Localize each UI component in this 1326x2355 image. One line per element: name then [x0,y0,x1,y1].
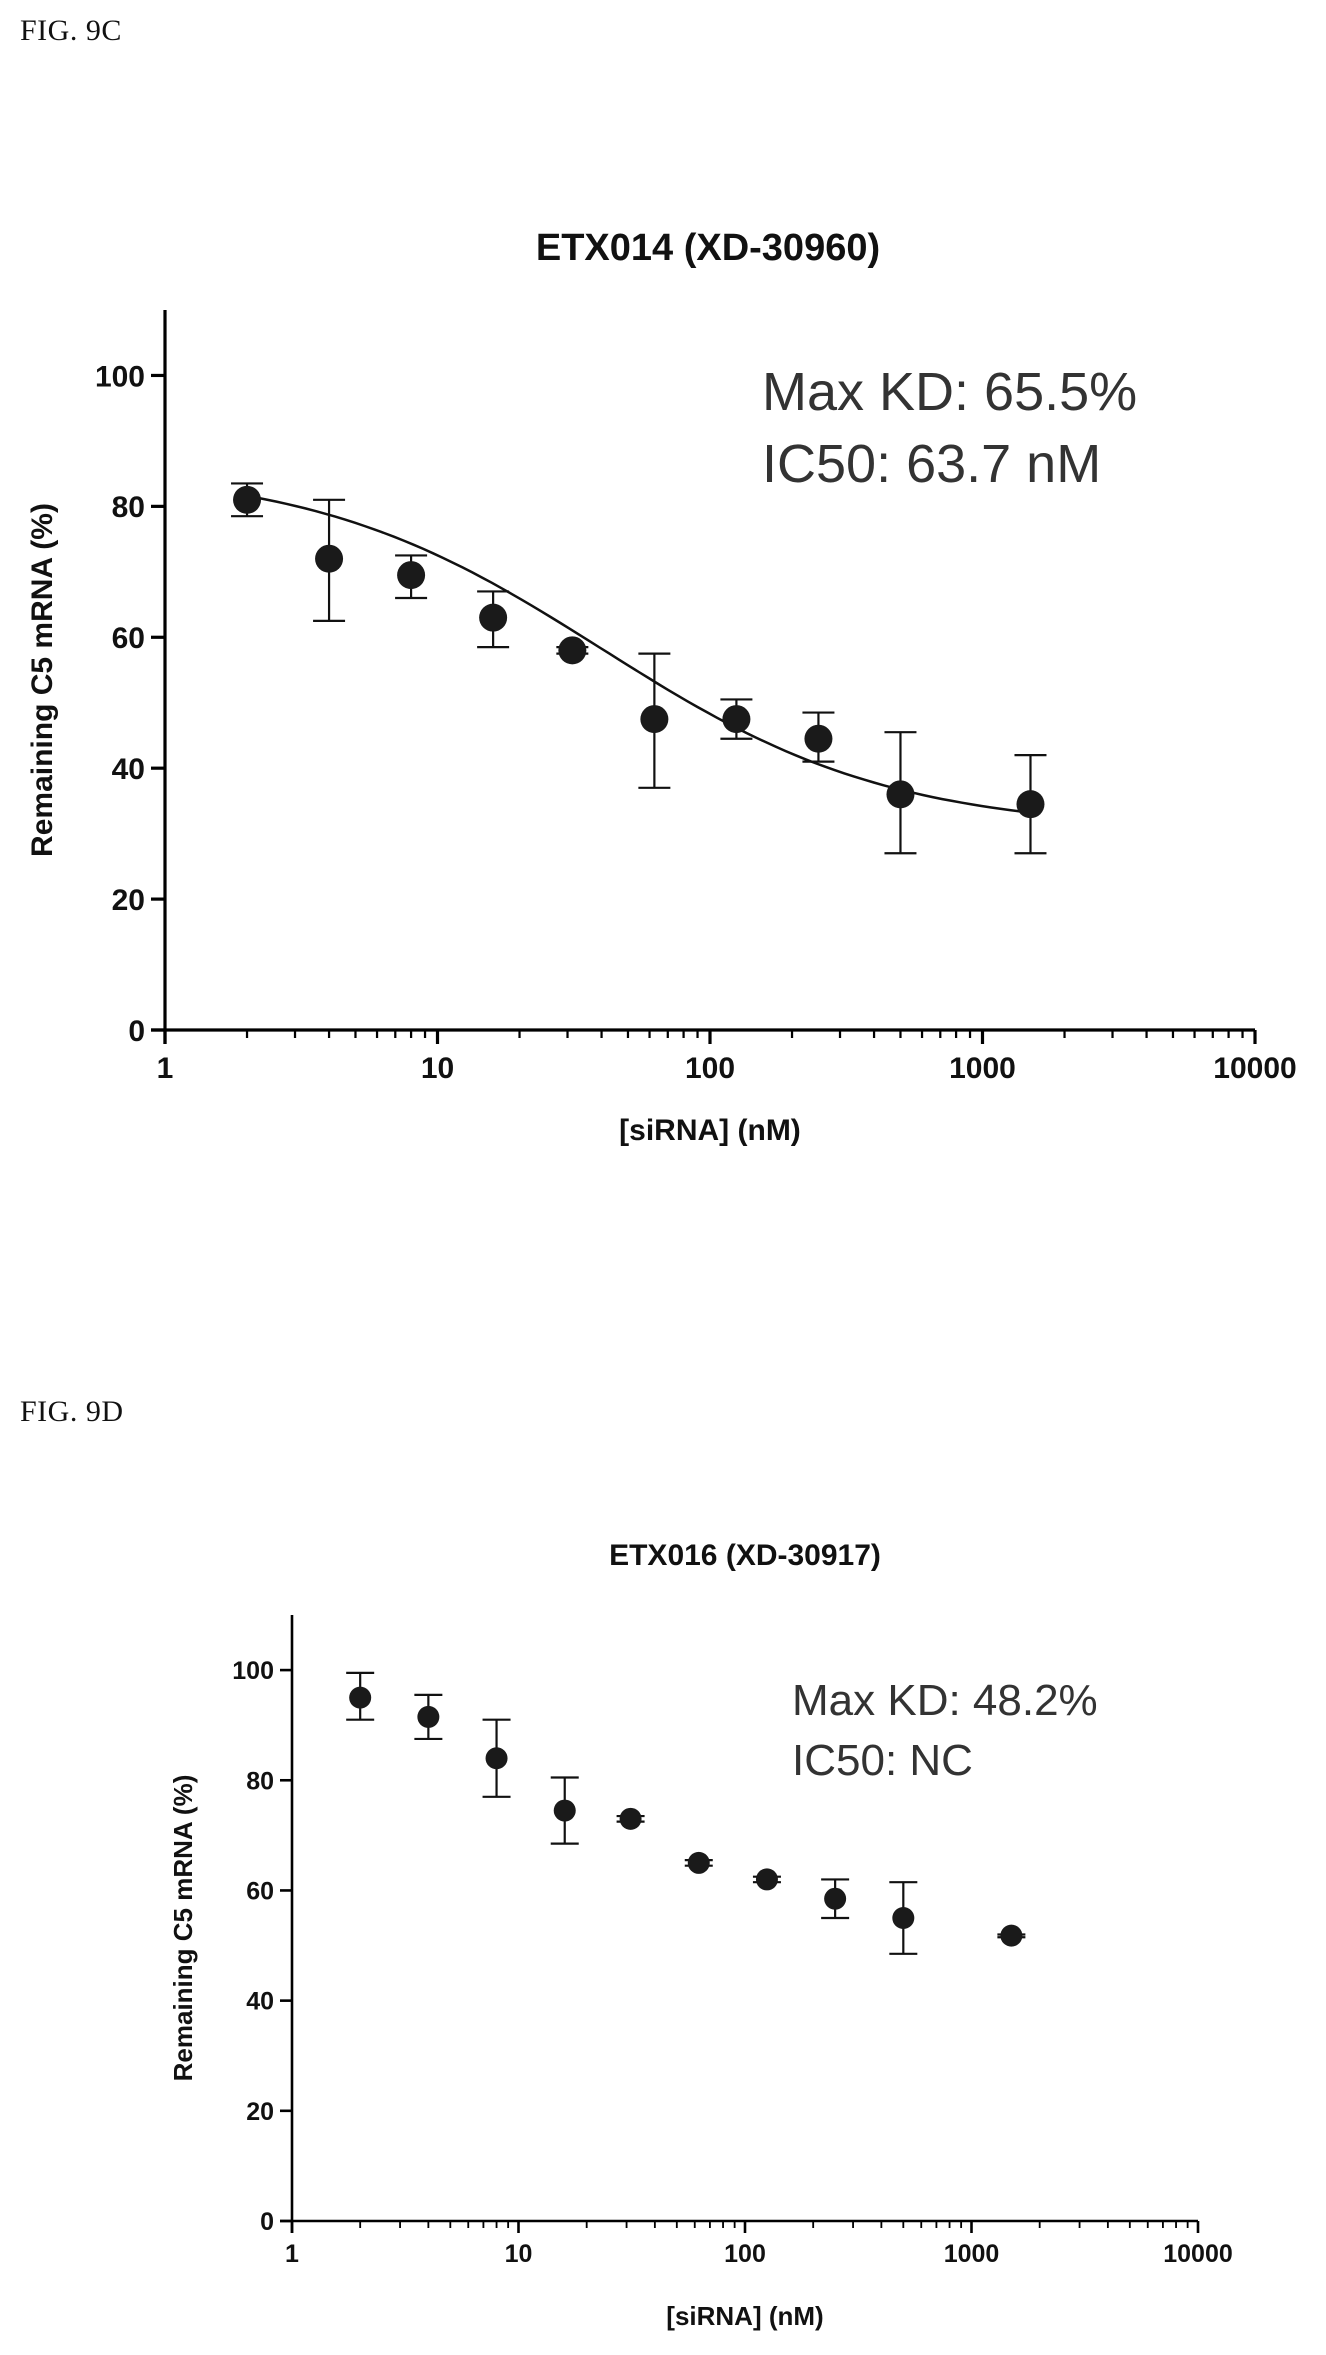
max-kd-annotation: Max KD: 65.5% [762,362,1137,422]
y-tick-label: 60 [112,622,145,655]
data-point [558,636,587,665]
data-point [824,1887,847,1910]
y-tick-label: 80 [112,491,145,524]
y-tick-label: 100 [95,360,145,393]
x-tick-label: 1 [157,1052,174,1085]
y-tick-label: 40 [112,753,145,786]
data-point [804,724,833,753]
data-point [1000,1924,1023,1947]
x-tick-label: 1000 [949,1052,1016,1085]
data-point [755,1868,778,1891]
y-tick-label: 0 [260,2208,274,2236]
data-point [886,780,915,809]
x-axis-label: [siRNA] (nM) [619,1114,801,1147]
ic50-annotation: IC50: 63.7 nM [762,434,1101,494]
data-point [417,1705,440,1728]
data-point [619,1807,642,1830]
chart-title: ETX016 (XD-30917) [609,1539,881,1572]
data-point [640,705,669,734]
x-tick-label: 100 [724,2240,766,2268]
data-point [315,544,344,573]
x-tick-label: 1000 [944,2240,1000,2268]
x-tick-label: 10 [421,1052,454,1085]
data-point [1016,790,1045,819]
y-tick-label: 20 [112,884,145,917]
data-point [553,1799,576,1822]
x-tick-label: 10000 [1213,1052,1296,1085]
ic50-annotation: IC50: NC [792,1736,973,1785]
y-tick-label: 0 [128,1015,145,1048]
y-axis-label: Remaining C5 mRNA (%) [168,1775,198,2082]
data-point [397,561,426,590]
x-tick-label: 10 [505,2240,533,2268]
data-point [687,1851,710,1874]
data-point [479,603,508,632]
data-point [722,705,751,734]
dose-response-chart-9c: ETX014 (XD-30960) 0 20 40 60 80 100 1 10 100 1000 1… [26,227,1297,1147]
x-axis-label: [siRNA] (nM) [666,2301,823,2331]
data-point [233,485,262,514]
x-tick-label: 10000 [1163,2240,1233,2268]
x-tick-label: 1 [285,2240,299,2268]
chart-title: ETX014 (XD-30960) [536,227,880,269]
x-tick-label: 100 [685,1052,735,1085]
y-tick-label: 20 [246,2098,274,2126]
y-tick-label: 100 [232,1657,274,1685]
dose-response-chart-9d: ETX016 (XD-30917) 0 20 40 60 80 100 1 10 100 1000 1… [168,1539,1233,2331]
figure-label-9c: FIG. 9C [20,14,122,47]
figure-label-9d: FIG. 9D [20,1395,124,1428]
y-tick-label: 80 [246,1767,274,1795]
y-axis-label: Remaining C5 mRNA (%) [26,503,59,857]
data-point [485,1747,508,1770]
max-kd-annotation: Max KD: 48.2% [792,1676,1098,1725]
y-tick-label: 60 [246,1877,274,1905]
data-point [892,1907,915,1929]
y-tick-label: 40 [246,1988,274,2016]
data-point [349,1686,372,1709]
